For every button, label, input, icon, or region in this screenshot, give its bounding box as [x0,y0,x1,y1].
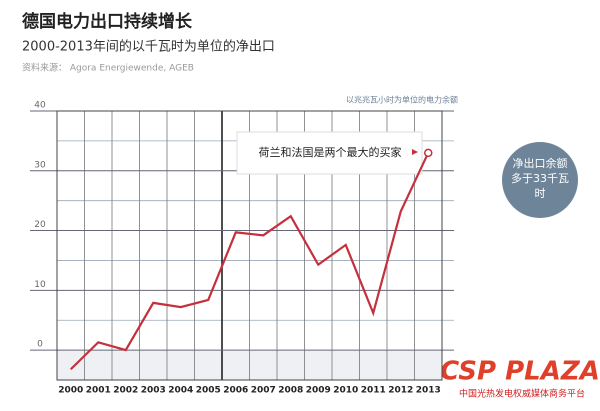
x-tick-label: 2006 [223,386,248,396]
y-axis-label: 以兆兆瓦小时为单位的电力余额 [346,95,458,105]
x-tick-label: 2002 [113,386,138,396]
x-tick-label: 2011 [361,386,386,396]
callout-text: 净出口余额 [513,156,568,170]
plot-frame [56,110,443,381]
y-tick-label: 30 [34,160,46,170]
watermark-sub: 中国光热发电权威媒体商务平台 [459,388,585,400]
x-tick-label: 2007 [251,386,276,396]
callout-circle [502,142,578,218]
chart-subtitle: 2000-2013年间的以千瓦时为单位的净出口 [22,39,275,55]
x-tick-label: 2005 [196,386,221,396]
x-tick-label: 2009 [306,386,331,396]
y-tick-label: 0 [37,340,43,350]
x-tick-label: 2013 [416,386,441,396]
x-tick-label: 2004 [168,386,193,396]
y-tick-label: 10 [34,280,46,290]
x-tick-label: 2001 [86,386,111,396]
callout-text: 多于33千瓦 [511,171,569,185]
x-tick-label: 2010 [333,386,358,396]
x-tick-label: 2003 [141,386,166,396]
annotation-pointer [412,149,418,155]
annotation-box [236,131,423,175]
callout-text: 时 [535,187,546,200]
watermark: CSP PLAZA [440,357,600,387]
source: 资料来源： Agora Energiewende, AGEB [22,62,194,74]
end-point [424,148,433,158]
y-tick-label: 20 [34,220,46,230]
x-tick-label: 2012 [388,386,413,396]
data-line [69,152,430,371]
chart-title: 德国电力出口持续增长 [22,11,193,32]
y-tick-label: 40 [34,101,46,111]
x-tick-label: 2000 [58,386,83,396]
annotation: 荷兰和法国是两个最大的买家 [259,145,402,159]
x-tick-label: 2008 [278,386,303,396]
